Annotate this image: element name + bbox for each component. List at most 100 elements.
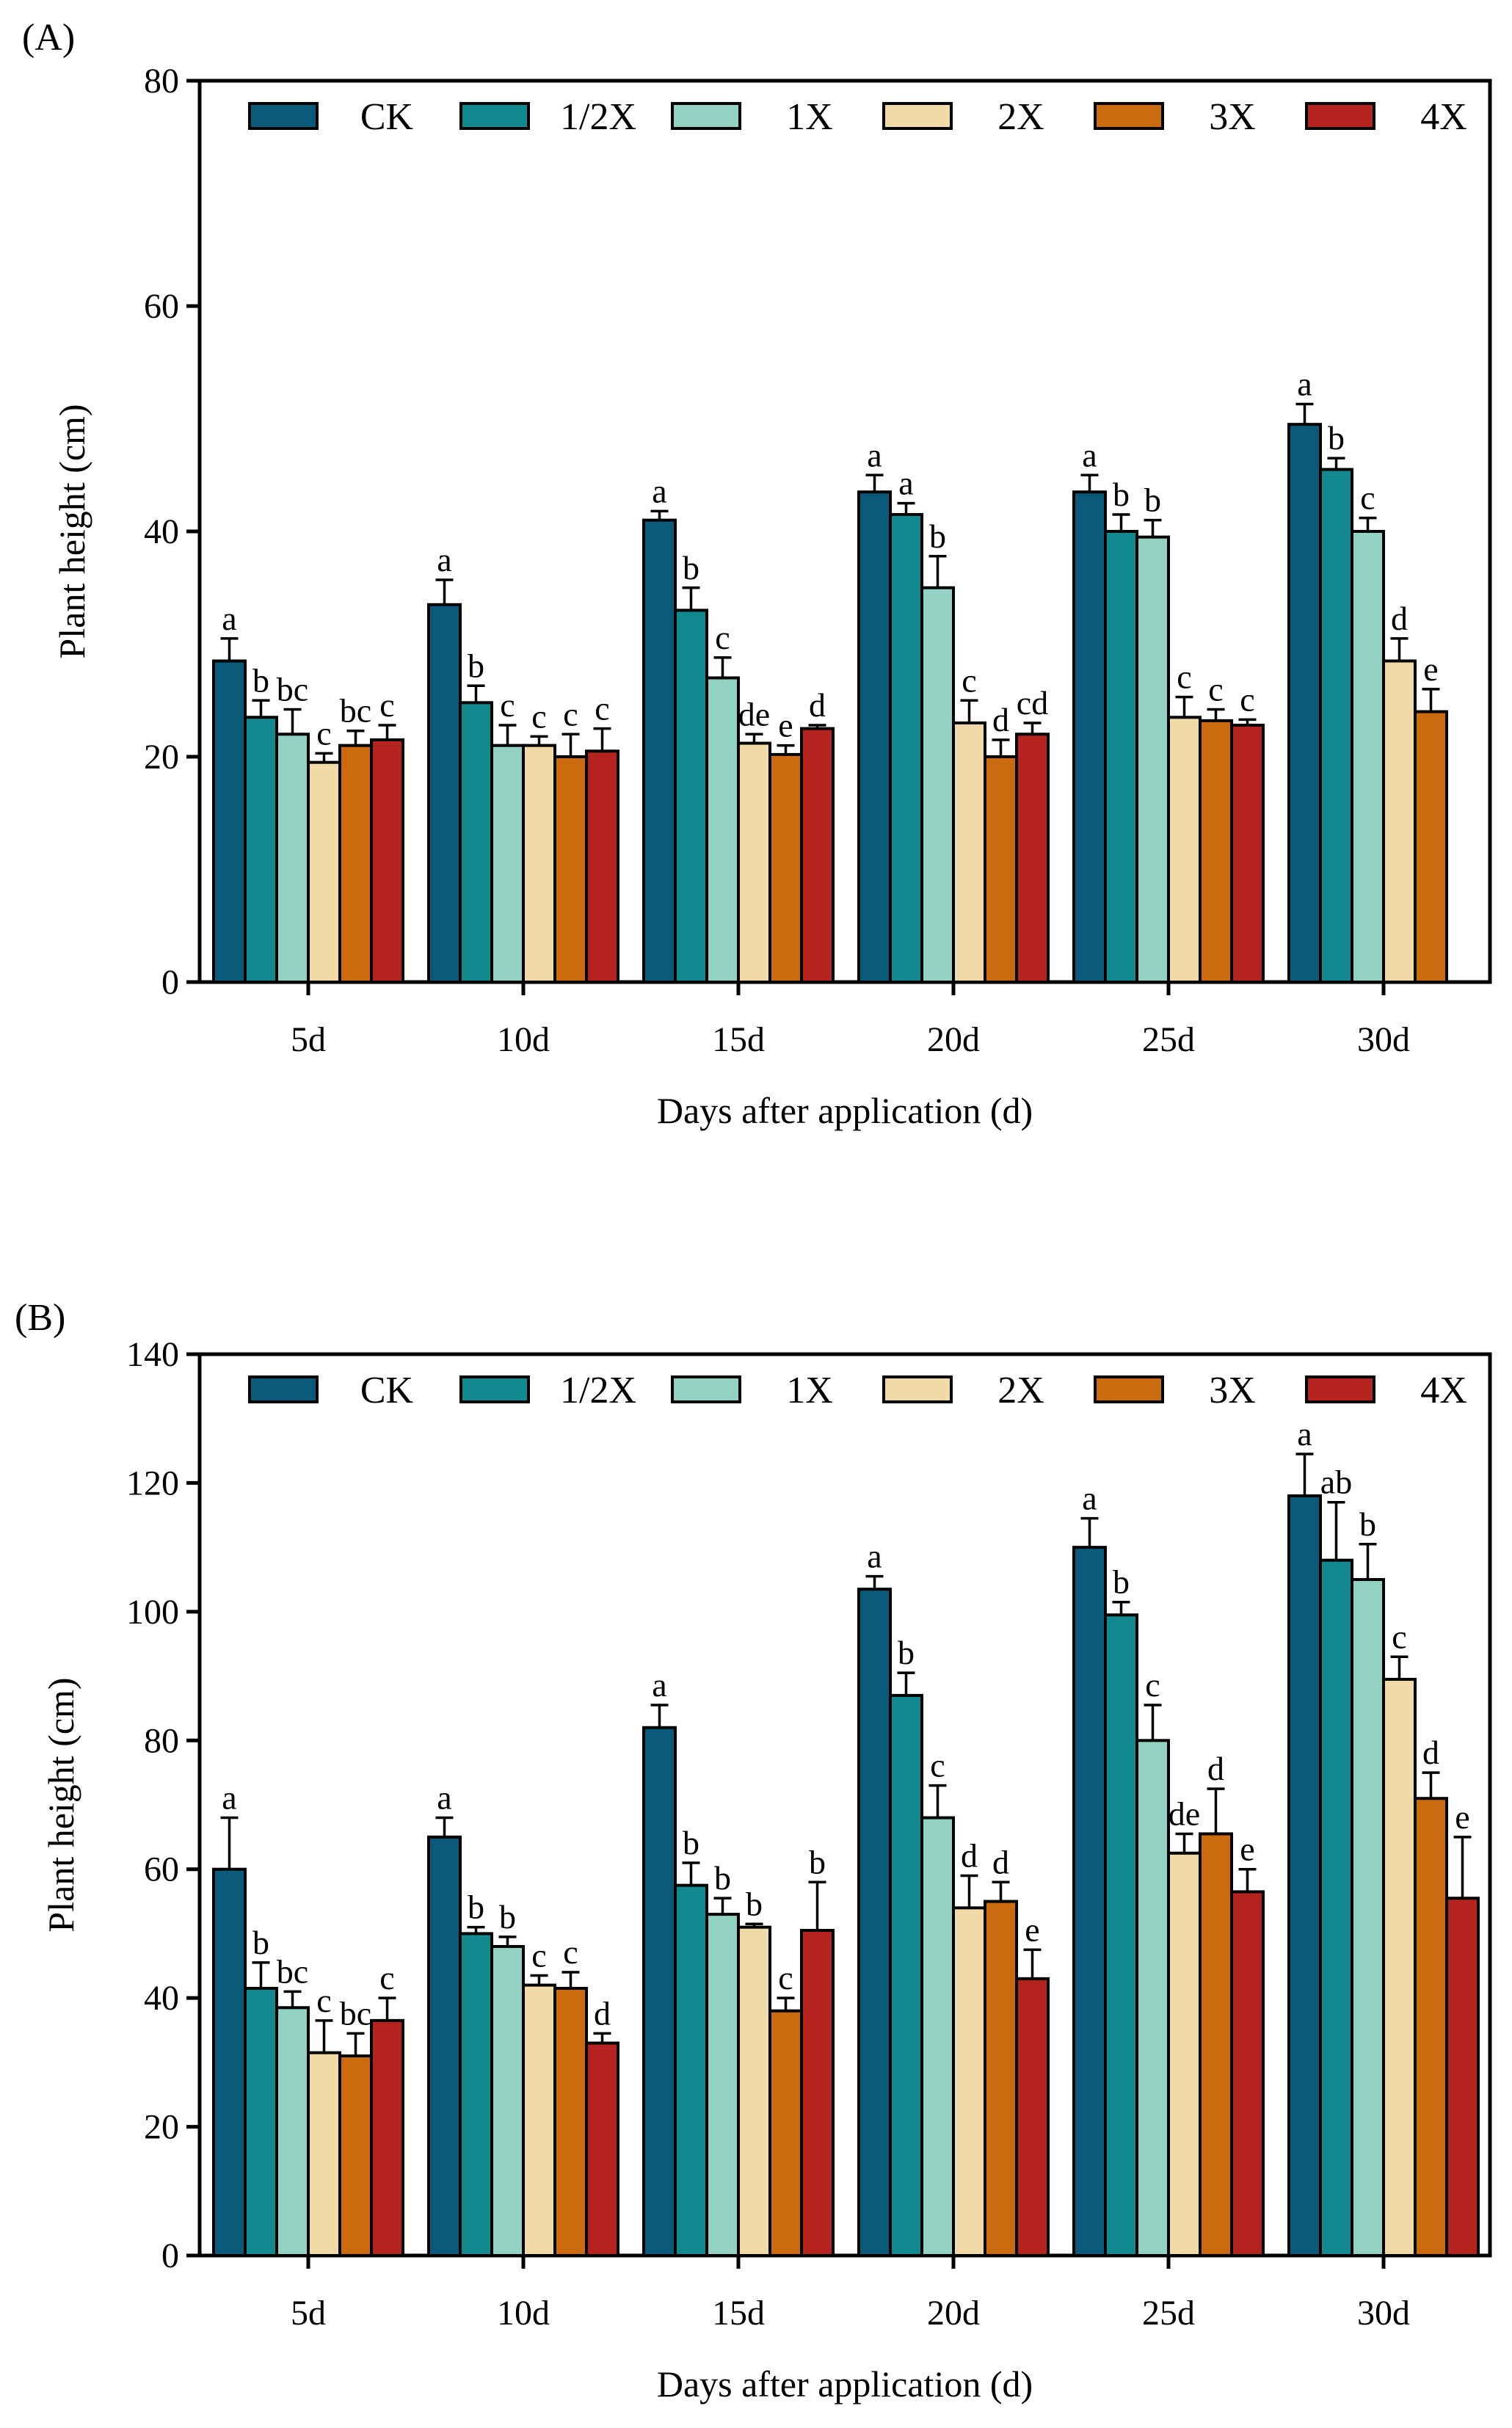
legend-swatch [671,1375,741,1403]
legend-label: 1X [786,96,833,138]
bar [1230,724,1265,984]
bar [307,760,341,984]
bar [768,752,803,984]
bar [1135,535,1170,984]
bar [800,727,835,984]
significance-letter: de [738,695,770,733]
significance-letter: cd [1017,684,1048,722]
bar [338,744,373,984]
legend: CK 1/2X 1X 2X 3X 4X [248,96,1467,138]
bar [1199,1832,1233,2257]
significance-letter: bc [340,1994,371,2032]
significance-letter: c [930,1747,945,1784]
bar [1167,1851,1202,2257]
legend-swatch [1094,1375,1164,1403]
significance-letter: b [468,647,484,684]
legend-swatch [1305,1375,1375,1403]
significance-letter: a [652,472,666,509]
significance-letter: a [898,465,913,502]
legend-swatch [882,102,953,130]
legend-label: CK [360,96,414,138]
legend: CK 1/2X 1X 2X 3X 4X [248,1370,1467,1411]
significance-letter: c [563,1933,578,1971]
bar [1135,1739,1170,2257]
bar [1199,719,1233,984]
bar [244,1986,278,2257]
x-tick-label: 15d [712,1020,765,1059]
y-tick-label: 20 [144,738,179,777]
bar-group-10d: ab bc cd [427,1779,619,2258]
bar [952,1906,986,2257]
legend-label: 1/2X [560,96,636,138]
bar [1414,710,1448,984]
significance-letter: c [962,661,976,699]
significance-letter: e [1423,650,1438,688]
significance-letter: a [652,1666,666,1704]
significance-letter: c [563,695,578,733]
bar [857,1588,892,2258]
y-axis-title: Plant height (cm) [40,1677,81,1932]
bar [1414,1797,1448,2257]
significance-letter: b [898,1634,915,1671]
bar [1287,423,1322,984]
significance-letter: a [1297,1415,1312,1453]
panel-label: (A) [22,17,75,59]
significance-letter: e [778,707,793,744]
bar [370,2018,404,2257]
significance-letter: c [1392,1618,1406,1655]
significance-letter: a [222,1779,236,1817]
bar [768,2009,803,2258]
significance-letter: b [714,1859,731,1897]
bar [370,738,404,984]
significance-letter: c [316,714,331,752]
significance-letter: c [531,1936,546,1974]
x-tick-label: 20d [927,2294,980,2333]
significance-letter: b [1113,476,1130,513]
x-tick-label: 5d [291,2294,326,2333]
legend-label: 3X [1209,96,1256,138]
bar [212,1867,247,2258]
plot-frame [197,1352,1492,2258]
bar [553,1986,588,2257]
significance-letter: b [746,1885,763,1922]
y-tick-label: 0 [161,963,179,1002]
bar [212,659,247,984]
significance-letter: c [1145,1666,1160,1704]
significance-letter: bc [277,1952,308,1990]
significance-letter: d [992,701,1009,738]
bar [1382,659,1417,984]
significance-letter: a [1082,1480,1097,1517]
bar [1167,716,1202,984]
bar [522,744,556,984]
legend-label: 1X [786,1370,833,1411]
bar [1319,1558,1353,2258]
legend-swatch [1305,102,1375,130]
bar [642,1726,677,2258]
bar-group-15d: a bc de ed [642,472,835,984]
significance-letter: c [531,697,546,735]
significance-letter: c [1240,680,1254,718]
significance-letter: de [1168,1795,1200,1832]
y-tick-label: 60 [144,287,179,326]
y-tick-label: 120 [126,1464,179,1502]
significance-letter: c [379,686,394,724]
bar [1351,1578,1385,2257]
panel-label: (B) [15,1297,65,1339]
y-axis-title: Plant height (cm) [51,404,92,658]
bar [1351,530,1385,984]
significance-letter: a [222,600,236,637]
bar [275,733,310,984]
significance-letter: e [1240,1831,1254,1868]
bar [674,1883,708,2257]
significance-letter: b [1359,1505,1376,1543]
significance-letter: c [1208,671,1223,708]
bar-group-30d: abc de [1287,366,1448,984]
bar [642,518,677,984]
significance-letter: e [1025,1911,1039,1948]
x-tick-label: 30d [1357,1020,1410,1059]
legend-label: 2X [997,1370,1044,1411]
